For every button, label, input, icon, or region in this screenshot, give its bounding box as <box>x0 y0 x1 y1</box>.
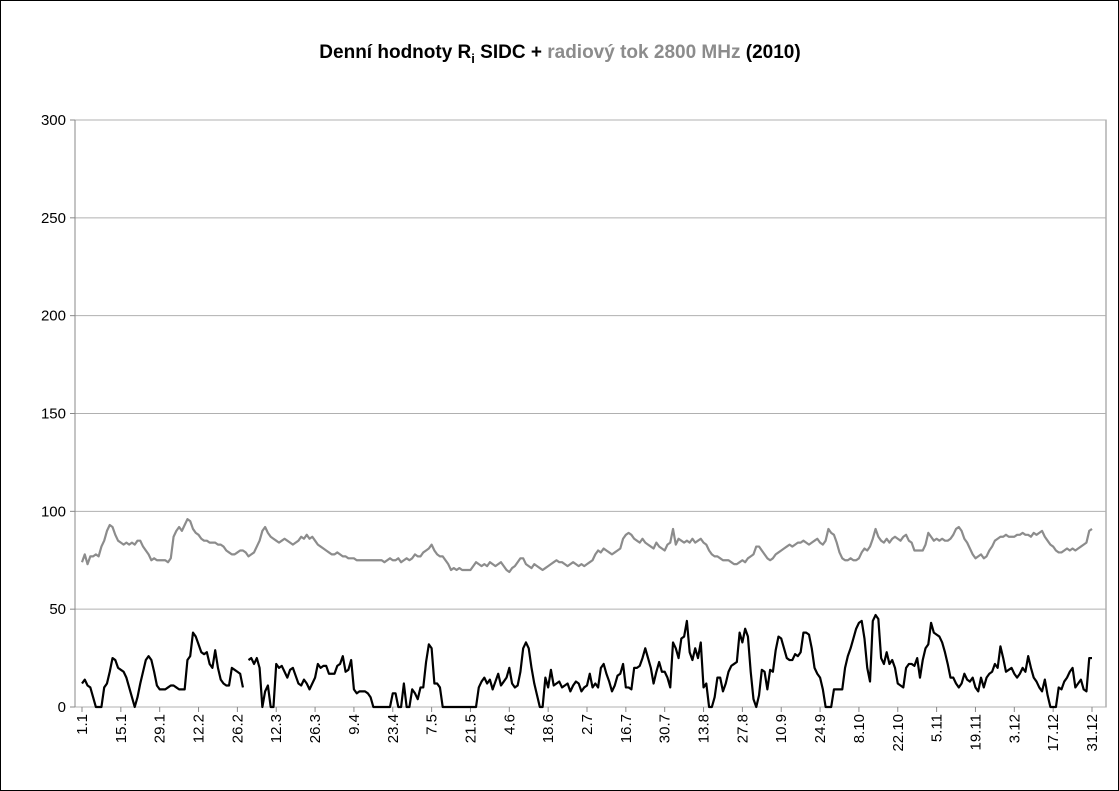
x-tick-label: 19.11 <box>967 714 984 750</box>
y-tick-label: 200 <box>41 308 66 325</box>
title-part: i <box>471 51 475 66</box>
x-tick-label: 7.5 <box>424 714 441 735</box>
x-tick-label: 3.12 <box>1006 714 1023 743</box>
x-tick-label: 26.2 <box>229 714 246 743</box>
x-tick-label: 23.4 <box>385 714 402 743</box>
x-tick-label: 13.8 <box>696 714 713 743</box>
y-tick-label: 0 <box>58 699 66 716</box>
x-tick-label: 2.7 <box>579 714 596 735</box>
x-tick-label: 30.7 <box>657 714 674 743</box>
x-tick-label: 31.12 <box>1084 714 1101 752</box>
x-tick-label: 15.1 <box>113 714 130 743</box>
title-part: Denní hodnoty R <box>319 42 471 63</box>
x-tick-label: 22.10 <box>890 714 907 752</box>
y-tick-label: 150 <box>41 406 66 423</box>
x-tick-label: 27.8 <box>734 714 751 743</box>
x-tick-label: 12.3 <box>268 714 285 743</box>
title-part: radiový tok 2800 MHz <box>547 42 740 63</box>
series-line <box>81 613 1092 709</box>
x-tick-label: 1.1 <box>74 714 91 735</box>
x-tick-label: 18.6 <box>540 714 557 743</box>
x-tick-label: 16.7 <box>618 714 635 743</box>
title-part: (2010) <box>740 42 800 63</box>
series-line <box>80 518 1093 574</box>
x-tick-label: 21.5 <box>462 714 479 743</box>
x-tick-label: 8.10 <box>851 714 868 743</box>
x-tick-label: 10.9 <box>773 714 790 743</box>
x-tick-label: 24.9 <box>812 714 829 743</box>
y-tick-label: 100 <box>41 503 66 520</box>
x-tick-label: 5.11 <box>929 714 946 742</box>
x-tick-label: 26.3 <box>307 714 324 743</box>
y-tick-label: 50 <box>49 601 66 618</box>
y-tick-label: 300 <box>41 112 66 129</box>
chart-title: Denní hodnoty Ri SIDC + radiový tok 2800… <box>319 42 800 66</box>
x-tick-label: 12.2 <box>191 714 208 743</box>
x-tick-label: 4.6 <box>501 714 518 735</box>
y-tick-label: 250 <box>41 210 66 227</box>
x-tick-label: 17.12 <box>1045 714 1062 752</box>
title-part: SIDC + <box>475 42 547 63</box>
x-tick-label: 29.1 <box>152 714 169 743</box>
x-tick-label: 9.4 <box>346 714 363 735</box>
